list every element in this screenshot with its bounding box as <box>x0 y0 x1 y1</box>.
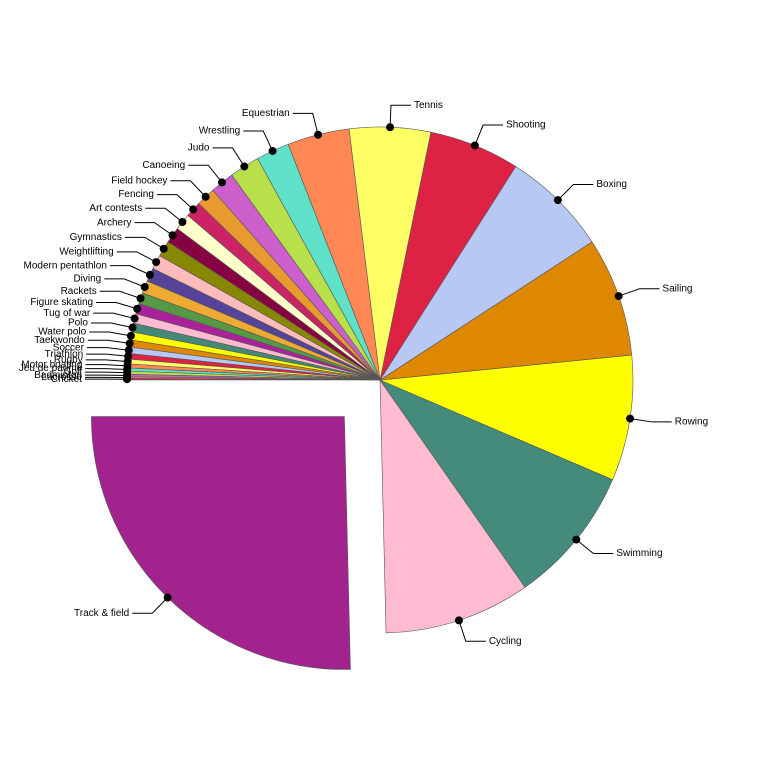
leader-line <box>243 130 274 152</box>
slice-label: Taekwondo <box>34 335 85 346</box>
leader-dot <box>178 217 187 226</box>
leader-line <box>85 368 128 371</box>
leader-dot <box>145 270 154 279</box>
leader-line <box>87 339 130 344</box>
slice-label: Swimming <box>616 548 662 559</box>
leader-line <box>145 207 183 223</box>
slice-label: Rugby <box>54 354 83 365</box>
leader-line <box>116 251 157 263</box>
leader-line <box>85 364 128 367</box>
leader-line <box>629 418 672 423</box>
slice-label: Golf <box>64 367 83 378</box>
leader-dot <box>189 205 198 214</box>
leader-dot <box>240 162 249 171</box>
leader-line <box>85 371 128 374</box>
slice-label: Diving <box>73 274 101 285</box>
slice-label: Water polo <box>38 327 86 338</box>
slice-label: Boxing <box>596 179 627 190</box>
leader-dot <box>572 535 581 544</box>
leader-dot <box>126 331 135 340</box>
leader-dot <box>268 146 277 155</box>
slice-label: Motor boating <box>21 359 82 370</box>
slice-label: Soccer <box>53 342 85 353</box>
slice-label: Figure skating <box>30 297 93 308</box>
leader-dot <box>163 593 172 602</box>
leader-dot <box>201 192 210 201</box>
slice-label: Sailing <box>662 283 692 294</box>
leader-dot <box>124 346 133 355</box>
leader-dot <box>553 196 562 205</box>
leader-line <box>292 112 319 135</box>
leader-line <box>89 331 131 337</box>
leader-dot <box>470 141 479 150</box>
slice-label: Fencing <box>118 189 154 200</box>
leader-line <box>156 194 194 210</box>
slice-label: Gymnastics <box>70 232 122 243</box>
slice-label: Field hockey <box>111 175 167 186</box>
leader-line <box>109 265 151 276</box>
slice-label: Tennis <box>414 100 443 111</box>
leader-line <box>93 312 135 319</box>
slice-label: Shooting <box>506 120 545 131</box>
slice-label: Art contests <box>89 203 142 214</box>
leader-dot <box>128 323 137 332</box>
leader-dot <box>159 244 168 253</box>
leader-dot <box>140 283 149 292</box>
leader-line <box>188 164 223 183</box>
slice-label: Rackets <box>61 286 97 297</box>
leader-line <box>576 539 614 554</box>
leader-dot <box>125 339 134 348</box>
leader-line <box>618 288 660 297</box>
slice-label: Cricket <box>51 374 82 385</box>
slice-label: Polo <box>68 318 88 329</box>
slice-label: Track & field <box>74 608 129 619</box>
leader-dot <box>130 314 139 323</box>
leader-line <box>96 302 138 310</box>
slice-label: Cycling <box>489 636 522 647</box>
slice-label: Triathlon <box>45 349 84 360</box>
leader-dot <box>614 292 623 301</box>
slice-label: Weightlifting <box>59 246 113 257</box>
leader-line <box>474 124 504 146</box>
slice-label: Badminton <box>34 370 82 381</box>
leader-line <box>86 347 129 351</box>
slice-label: Lacrosse <box>41 372 82 383</box>
leader-dot <box>314 130 323 139</box>
leader-line <box>557 183 594 201</box>
slice-label: Rowing <box>675 417 708 428</box>
leader-dot <box>123 375 132 384</box>
leader-dot <box>136 294 145 303</box>
leader-line <box>124 236 164 250</box>
leader-dot <box>168 231 177 240</box>
leader-line <box>212 147 245 167</box>
leader-line <box>104 278 145 288</box>
slice-label: Tug of war <box>43 308 91 319</box>
leader-dot <box>386 123 395 132</box>
slice-label: Equestrian <box>242 108 290 119</box>
slice-label: Judo <box>188 143 210 154</box>
leader-dot <box>217 178 226 187</box>
slice-label: Canoeing <box>142 160 185 171</box>
leader-dot <box>626 414 635 423</box>
leader-line <box>389 104 411 128</box>
leader-line <box>170 180 206 198</box>
leader-line <box>99 290 141 299</box>
slice-label: Modern pentathlon <box>24 260 107 271</box>
leader-line <box>85 359 128 362</box>
leader-dot <box>152 258 161 267</box>
pie-slice <box>91 416 351 670</box>
slice-label: Archery <box>97 217 131 228</box>
leader-line <box>458 620 486 642</box>
slice-label: Jeu de paume <box>19 363 83 374</box>
leader-line <box>134 222 173 236</box>
slice-label: Wrestling <box>199 126 241 137</box>
leader-line <box>132 597 168 614</box>
leader-line <box>86 353 129 357</box>
leader-dot <box>454 616 463 625</box>
leader-line <box>90 322 133 329</box>
leader-dot <box>133 304 142 313</box>
